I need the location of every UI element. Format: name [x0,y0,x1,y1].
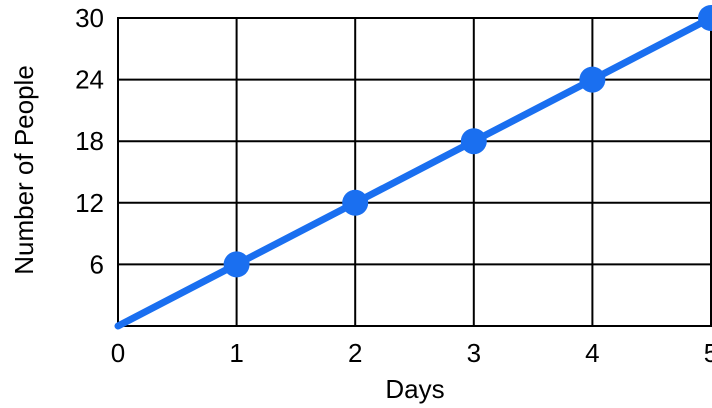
data-point [342,189,369,216]
y-tick-label: 6 [90,249,104,279]
y-axis-label: Number of People [9,65,39,275]
data-point [223,251,250,278]
x-axis-label: Days [385,374,444,404]
y-tick-label: 24 [75,65,104,95]
chart-grid [117,17,712,327]
y-tick-label: 12 [75,188,104,218]
x-tick-label: 4 [585,338,599,368]
data-point [698,5,712,31]
y-tick-label: 18 [75,126,104,156]
x-tick-label: 1 [229,338,243,368]
data-point [460,128,487,155]
x-tick-label: 3 [467,338,481,368]
data-point [579,66,606,93]
plot-frame [117,17,712,327]
series-line [114,14,712,330]
x-tick-label: 2 [348,338,362,368]
y-tick-label: 30 [75,3,104,33]
series-layer [114,5,712,330]
x-tick-label: 0 [111,338,125,368]
x-tick-label: 5 [704,338,712,368]
